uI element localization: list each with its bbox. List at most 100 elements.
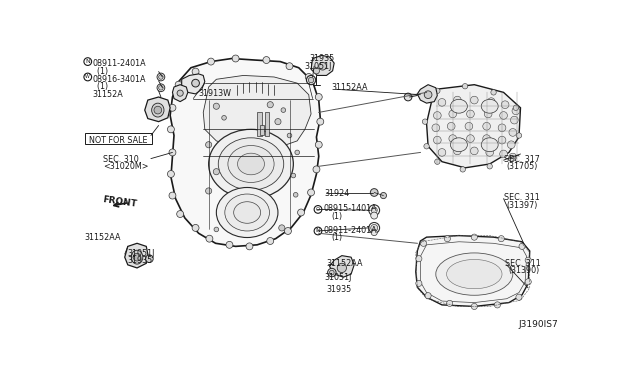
Text: 31935: 31935 [326, 285, 352, 294]
Circle shape [84, 58, 92, 65]
Circle shape [416, 280, 422, 286]
Circle shape [465, 122, 473, 130]
Polygon shape [417, 85, 437, 103]
Polygon shape [416, 235, 530, 307]
Text: O: O [316, 207, 320, 212]
Circle shape [168, 170, 174, 177]
Circle shape [416, 256, 422, 262]
Circle shape [169, 192, 176, 199]
Circle shape [432, 124, 440, 132]
Circle shape [192, 68, 199, 75]
Circle shape [511, 116, 518, 124]
Bar [257, 112, 262, 135]
Circle shape [305, 74, 312, 80]
Circle shape [422, 119, 428, 124]
Circle shape [308, 189, 314, 196]
Circle shape [516, 294, 522, 300]
Circle shape [226, 241, 233, 248]
Circle shape [516, 133, 522, 138]
Circle shape [371, 189, 378, 196]
Ellipse shape [481, 99, 498, 113]
Text: (1): (1) [92, 82, 109, 92]
Circle shape [316, 93, 322, 100]
Ellipse shape [228, 145, 274, 183]
Circle shape [404, 93, 412, 101]
Text: 31152A: 31152A [92, 90, 123, 99]
Circle shape [438, 148, 446, 156]
Text: (31390): (31390) [508, 266, 540, 275]
Circle shape [286, 63, 293, 70]
Text: (31397): (31397) [507, 201, 538, 210]
Text: W: W [85, 74, 90, 80]
Text: SEC. 311: SEC. 311 [504, 193, 540, 202]
Circle shape [205, 142, 212, 148]
Circle shape [154, 106, 162, 114]
Circle shape [508, 141, 515, 148]
Circle shape [433, 112, 441, 119]
Circle shape [192, 224, 199, 231]
Circle shape [483, 135, 490, 142]
Text: 31051J: 31051J [305, 62, 332, 71]
Polygon shape [125, 243, 148, 268]
Circle shape [467, 135, 474, 142]
Circle shape [454, 147, 461, 155]
Text: SEC. 310: SEC. 310 [103, 155, 139, 164]
Ellipse shape [237, 153, 264, 175]
Text: 31935: 31935 [128, 256, 153, 265]
Ellipse shape [209, 129, 293, 199]
Ellipse shape [225, 194, 269, 231]
Circle shape [424, 91, 432, 99]
Circle shape [207, 58, 214, 65]
Circle shape [454, 96, 461, 104]
Text: 31152AA: 31152AA [332, 83, 369, 92]
Circle shape [169, 104, 176, 111]
Circle shape [192, 79, 200, 87]
Text: N: N [85, 59, 90, 64]
Circle shape [498, 136, 506, 144]
Circle shape [498, 235, 504, 242]
Circle shape [491, 90, 496, 95]
Circle shape [330, 270, 334, 275]
Circle shape [447, 122, 455, 130]
Circle shape [494, 302, 500, 308]
Polygon shape [145, 97, 170, 122]
Circle shape [213, 103, 220, 109]
Polygon shape [311, 55, 334, 76]
Circle shape [471, 234, 477, 240]
Bar [260, 125, 264, 135]
Circle shape [313, 166, 320, 173]
Polygon shape [204, 76, 311, 148]
Circle shape [424, 144, 429, 149]
Circle shape [177, 211, 184, 218]
Text: 31051J: 31051J [128, 249, 155, 258]
Polygon shape [182, 74, 205, 94]
Ellipse shape [451, 138, 467, 152]
Circle shape [471, 303, 477, 310]
Circle shape [462, 84, 468, 89]
Circle shape [213, 169, 220, 175]
Text: (1): (1) [331, 233, 342, 242]
Ellipse shape [447, 260, 502, 289]
Circle shape [285, 228, 291, 234]
Circle shape [263, 57, 270, 64]
Circle shape [525, 257, 531, 263]
Circle shape [484, 110, 492, 118]
Polygon shape [330, 256, 354, 277]
Circle shape [512, 107, 520, 115]
Circle shape [500, 150, 508, 158]
Circle shape [291, 173, 296, 178]
Circle shape [159, 86, 163, 90]
Circle shape [483, 122, 490, 130]
Text: 08916-3401A: 08916-3401A [92, 75, 146, 84]
Ellipse shape [451, 99, 467, 113]
Text: FRONT: FRONT [102, 195, 138, 209]
Circle shape [519, 243, 525, 250]
Circle shape [168, 126, 174, 133]
Text: 31935: 31935 [310, 54, 335, 63]
Circle shape [337, 263, 346, 273]
Text: NOT FOR SALE: NOT FOR SALE [90, 136, 148, 145]
Circle shape [371, 207, 378, 213]
Circle shape [380, 192, 387, 199]
Circle shape [449, 135, 456, 142]
Circle shape [447, 300, 452, 307]
